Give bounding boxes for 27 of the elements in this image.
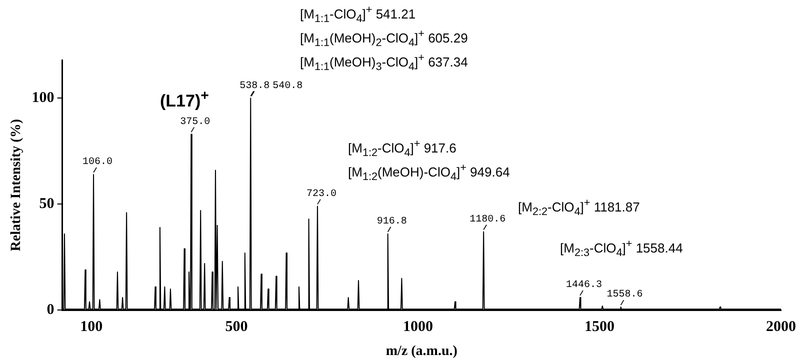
annotation: 538.8 <box>240 80 270 92</box>
y-tick-label: 0 <box>46 302 54 318</box>
text: [M$_{1:1}$-ClO$_{4}$]$^{+}$ 541.21 <box>300 4 416 25</box>
annotation: 375.0 <box>180 116 210 128</box>
x-tick-label: 500 <box>225 319 248 336</box>
annotation: [M$_{2:2}$-ClO$_{4}$]$^{+}$ 1181.87 <box>518 197 640 218</box>
x-tick-label: 1500 <box>584 319 615 336</box>
y-axis-title: Relative Intensity (%) <box>9 118 24 252</box>
text: [M$_{1:1}$(MeOH)$_{2}$-ClO$_{4}$]$^{+}$ 605.29 <box>300 28 468 49</box>
annotation: [M$_{1:2}$-ClO$_{4}$]$^{+}$ 917.6 <box>348 138 456 159</box>
annotation: (L17)$^{+}$ <box>160 88 209 112</box>
annotation: [M$_{2:3}$-ClO$_{4}$]$^{+}$ 1558.44 <box>560 238 683 259</box>
annotation: 1558.6 <box>606 290 643 301</box>
annotation: 723.0 <box>306 188 336 200</box>
text: [M$_{1:1}$(MeOH)$_{3}$-ClO$_{4}$]$^{+}$ 637.34 <box>300 52 468 73</box>
x-tick-label: 100 <box>80 319 103 336</box>
annotation: 540.8 <box>272 80 303 92</box>
annotation: 916.8 <box>376 216 407 228</box>
y-tick-label: 50 <box>39 196 54 212</box>
y-tick-label: 100 <box>32 90 54 106</box>
annotation: [M$_{1:2}$(MeOH)-ClO$_{4}$]$^{+}$ 949.64 <box>348 162 510 183</box>
x-axis-title: m/z (a.m.u.) <box>386 344 458 360</box>
annotation: 1180.6 <box>470 214 506 226</box>
annotation: 1446.3 <box>566 280 602 292</box>
annotation: 106.0 <box>82 157 113 168</box>
x-tick-label: 1000 <box>403 319 434 336</box>
x-tick-label: 2000 <box>766 319 796 336</box>
